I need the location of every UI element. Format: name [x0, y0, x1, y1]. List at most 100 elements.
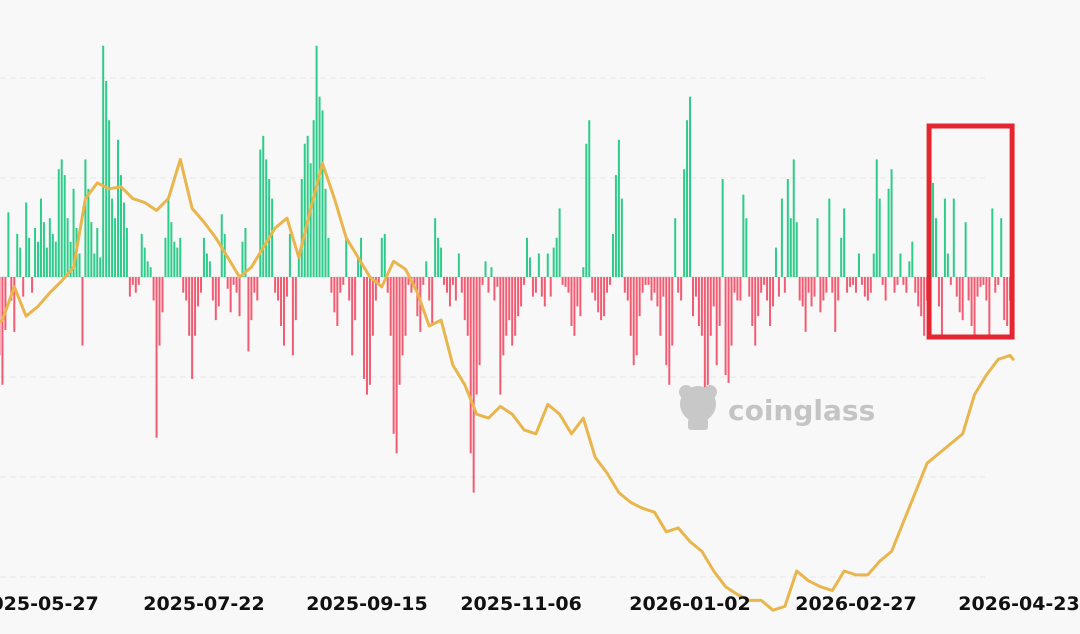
bar-negative	[413, 277, 416, 285]
bar-positive	[223, 233, 226, 277]
bar-negative	[1003, 277, 1006, 321]
bar-negative	[804, 277, 807, 332]
bar-negative	[188, 277, 191, 336]
bar-negative	[469, 277, 472, 454]
bar-positive	[241, 241, 244, 277]
bar-negative	[517, 277, 520, 317]
bar-negative	[354, 277, 357, 321]
bar-positive	[991, 208, 994, 277]
bar-negative	[949, 277, 952, 285]
bar-positive	[792, 159, 795, 277]
bar-negative	[514, 277, 517, 336]
bar-positive	[300, 179, 303, 277]
bar-positive	[117, 139, 120, 277]
bar-positive	[265, 159, 268, 277]
bar-negative	[431, 277, 434, 326]
bar-negative	[982, 277, 985, 285]
bar-positive	[357, 257, 360, 277]
bar-positive	[546, 253, 549, 277]
bar-positive	[674, 218, 677, 277]
bar-negative	[407, 277, 410, 285]
bar-positive	[689, 96, 692, 278]
bar-negative	[336, 277, 339, 326]
bar-negative	[736, 277, 739, 301]
bar-negative	[896, 277, 899, 285]
bar-positive	[42, 222, 45, 277]
bar-positive	[244, 228, 247, 277]
bar-positive	[122, 202, 125, 277]
bar-positive	[164, 237, 167, 277]
bar-negative	[846, 277, 849, 293]
bar-negative	[691, 277, 694, 317]
bar-positive	[125, 228, 128, 277]
bar-negative	[226, 277, 229, 289]
bar-negative	[520, 277, 523, 307]
bar-positive	[789, 218, 792, 277]
bar-negative	[638, 277, 641, 317]
bar-negative	[905, 277, 908, 293]
bar-negative	[291, 277, 294, 356]
bar-positive	[380, 237, 383, 277]
bar-negative	[330, 277, 333, 293]
bar-negative	[718, 277, 721, 326]
bar-negative	[763, 277, 766, 285]
bar-negative	[505, 277, 508, 336]
bar-negative	[801, 277, 804, 307]
bar-positive	[321, 110, 324, 278]
x-tick-label: 2025-09-15	[306, 593, 428, 615]
bar-positive	[537, 253, 540, 277]
bar-positive	[437, 237, 440, 277]
bar-positive	[99, 257, 102, 277]
bar-negative	[392, 277, 395, 434]
bar-positive	[585, 143, 588, 277]
bar-positive	[383, 233, 386, 277]
bar-negative	[798, 277, 801, 301]
bar-positive	[288, 233, 291, 277]
bar-positive	[37, 241, 39, 277]
bar-negative	[923, 277, 926, 336]
bar-negative	[131, 277, 134, 285]
bar-positive	[303, 143, 306, 277]
x-tick-label: 2025-07-22	[143, 593, 265, 615]
bar-negative	[656, 277, 659, 307]
bar-positive	[964, 222, 967, 277]
bar-positive	[816, 218, 819, 277]
bar-negative	[232, 277, 235, 285]
bar-negative	[997, 277, 1000, 285]
bar-negative	[697, 277, 700, 326]
bar-positive	[202, 237, 205, 277]
bar-negative	[869, 277, 872, 293]
bar-negative	[766, 277, 769, 301]
bar-negative	[152, 277, 155, 301]
bar-negative	[715, 277, 718, 366]
bar-positive	[25, 202, 28, 277]
bar-negative	[81, 277, 84, 346]
bar-positive	[721, 179, 724, 277]
bar-positive	[57, 169, 60, 277]
bar-positive	[315, 45, 318, 277]
bar-negative	[561, 277, 564, 285]
bar-negative	[540, 277, 543, 297]
bar-negative	[481, 277, 484, 285]
bar-negative	[155, 277, 158, 438]
bar-positive	[878, 198, 881, 277]
bar-positive	[16, 233, 19, 277]
bar-positive	[360, 237, 363, 277]
bar-negative	[920, 277, 923, 317]
bar-negative	[194, 277, 197, 336]
bar-positive	[119, 175, 122, 277]
bar-positive	[345, 237, 348, 277]
bar-negative	[600, 277, 603, 321]
bar-negative	[274, 277, 277, 293]
bar-positive	[558, 208, 561, 277]
bar-negative	[994, 277, 997, 293]
bar-positive	[102, 45, 105, 277]
bar-positive	[484, 261, 487, 277]
bar-negative	[706, 277, 709, 385]
bar-negative	[496, 277, 499, 287]
bar-negative	[185, 277, 188, 301]
bar-positive	[828, 198, 831, 277]
bar-positive	[457, 253, 460, 277]
bar-negative	[668, 277, 671, 385]
bar-negative	[410, 277, 413, 293]
